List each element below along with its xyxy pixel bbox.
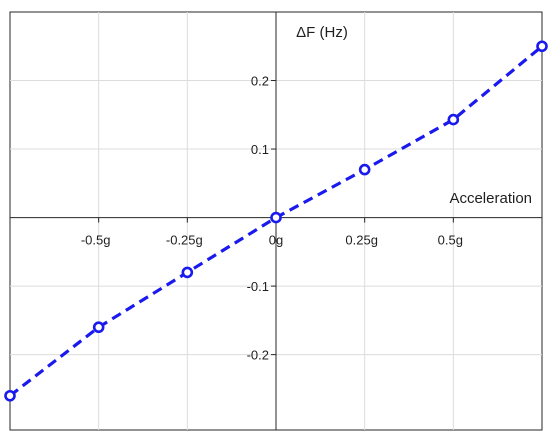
data-point-6 [536, 40, 548, 53]
x-axis-title: Acceleration [449, 190, 532, 207]
data-point-1 [92, 321, 105, 334]
x-tick-label-3: 0.25g [345, 233, 378, 248]
x-tick-label-2: 0g [269, 233, 283, 248]
x-tick-label-4: 0.5g [438, 233, 463, 248]
series-layer [4, 40, 548, 402]
data-point-0 [4, 389, 16, 402]
data-point-5 [447, 113, 460, 126]
x-tick-label-1: -0.25g [166, 233, 203, 248]
y-axis-title: ΔF (Hz) [296, 24, 348, 41]
data-point-4 [358, 163, 371, 176]
tick-labels: -0.5g -0.25g 0g 0.25g 0.5g 0.2 0.1 -0.1 -0.2 [81, 74, 463, 363]
data-point-2 [181, 266, 194, 279]
y-tick-label-3: -0.2 [247, 348, 269, 363]
data-point-3 [270, 211, 282, 224]
y-tick-label-2: -0.1 [247, 279, 269, 294]
x-tick-label-0: -0.5g [81, 233, 111, 248]
y-tick-label-1: 0.1 [251, 142, 269, 157]
y-tick-label-0: 0.2 [251, 74, 269, 89]
